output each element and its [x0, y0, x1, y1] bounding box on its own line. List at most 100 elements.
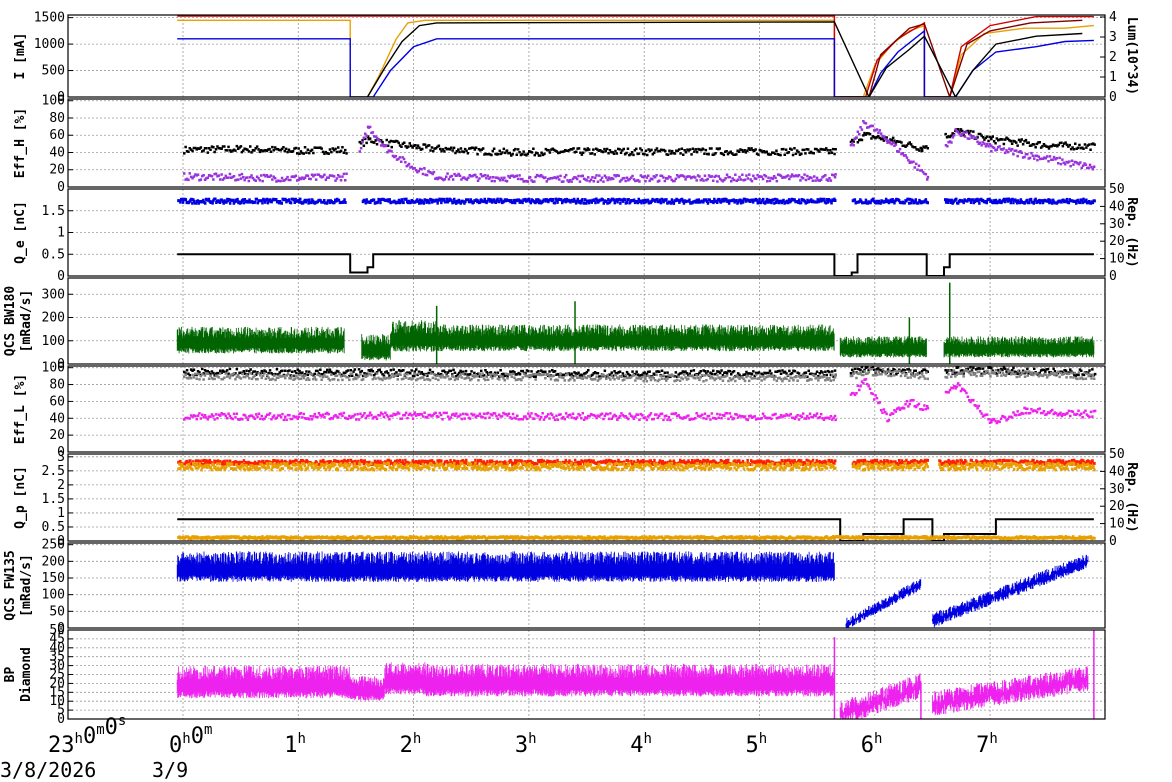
y2-tick-label: 20	[1109, 499, 1125, 514]
panel-2: 0 20 40 60 80 100 Eff_H [%]	[13, 94, 1106, 195]
series-noise-magenta	[349, 676, 385, 701]
y-axis-label-2: Diamond	[19, 647, 34, 702]
y2-tick-label: 0	[1109, 269, 1117, 284]
y-tick-label: 250	[42, 538, 65, 553]
y2-tick-label: 1	[1109, 70, 1117, 85]
x-date-label: 3/8/2026	[0, 758, 96, 782]
y2-tick-label: 30	[1109, 217, 1125, 232]
y-tick-label: 1	[57, 506, 65, 521]
y-tick-label: 80	[49, 111, 65, 126]
x-tick-label: 3h	[515, 731, 537, 758]
panel-frame	[67, 542, 1106, 629]
y-tick-label: 3	[57, 450, 65, 465]
series-noise-green	[943, 336, 1095, 358]
series-line-orange	[177, 19, 1094, 97]
y-tick-label: 0.5	[42, 247, 65, 262]
series-ramp-blue	[845, 579, 922, 628]
y-tick-label: 1	[57, 226, 65, 241]
y2-tick-label: 2	[1109, 50, 1117, 65]
panel-frame	[67, 277, 1106, 365]
y-tick-label: 100	[42, 361, 65, 376]
y-tick-label: 150	[42, 571, 65, 586]
x-tick-label: 7h	[976, 731, 998, 758]
y-tick-label: 30	[49, 659, 65, 674]
panel-data	[176, 630, 1095, 719]
y2-axis-label: Lum(10^34)	[1124, 17, 1139, 95]
y-tick-label: 100	[42, 94, 65, 109]
y-tick-label: 0	[57, 712, 65, 727]
series-scatter-magenta	[183, 378, 1097, 425]
series-ramp-blue	[931, 554, 1089, 628]
y-tick-label: 1000	[34, 37, 65, 52]
y-tick-label: 50	[49, 623, 65, 638]
y-tick-label: 300	[42, 287, 65, 302]
y-tick-label: 20	[49, 428, 65, 443]
y-tick-label: 0	[57, 269, 65, 284]
panel-frame	[67, 629, 1106, 720]
x-tick-label: 6h	[861, 731, 883, 758]
series-band-orange	[851, 461, 929, 472]
y-tick-label: 500	[42, 64, 65, 79]
y2-tick-label: 4	[1109, 10, 1117, 25]
y2-axis-label: Rep. (Hz)	[1124, 462, 1139, 532]
y-tick-label: 5	[57, 703, 65, 718]
series-noise-green	[390, 320, 438, 352]
y-tick-label: 45	[49, 632, 65, 647]
y-tick-label: 25	[49, 668, 65, 683]
y-tick-label: 1.5	[42, 204, 65, 219]
y-tick-label: 60	[49, 394, 65, 409]
y-tick-label: 100	[42, 334, 65, 349]
series-band-blue	[944, 197, 1096, 205]
y-tick-label: 0	[57, 180, 65, 195]
x-tick-label: 1h	[284, 731, 306, 758]
series-line-red	[177, 15, 1094, 97]
y-axis-label: Eff_L [%]	[13, 374, 28, 444]
series-noise-magenta	[176, 665, 351, 699]
y-tick-label: 50	[49, 604, 65, 619]
y-tick-label: 15	[49, 685, 65, 700]
x-tick-label: 23h0m0s	[48, 713, 126, 758]
series-noise-blue	[176, 551, 835, 582]
x-axis: 23h0m0s 0h0m 1h 2h 3h 4h 5h 6h 7h 3/8/2026 3/9	[0, 713, 998, 782]
y-axis-label-2: [mRad/s]	[19, 554, 34, 617]
panel-frame	[67, 14, 1106, 98]
panel-frame	[67, 188, 1106, 277]
y-tick-label: 1500	[34, 11, 65, 26]
y-tick-label: 0	[57, 357, 65, 372]
panel-data	[177, 15, 1094, 97]
y-tick-label: 35	[49, 650, 65, 665]
series-noise-green	[436, 324, 835, 352]
y-tick-label: 40	[49, 145, 65, 160]
panel-data	[183, 366, 1097, 425]
series-noise-green	[839, 336, 927, 358]
series-band-blue	[361, 197, 837, 205]
y2-tick-label: 30	[1109, 482, 1125, 497]
y-tick-label: 10	[49, 694, 65, 709]
panel-data	[177, 458, 1096, 541]
y-axis-label: Q_p [nC]	[13, 466, 28, 529]
y2-axis-label: Rep. (Hz)	[1124, 197, 1139, 267]
panel-frame	[67, 98, 1106, 188]
panel-1: 0 500 1000 1500 0 1 2 3 4 Lum(10^34) I [mA]	[13, 10, 1139, 105]
y2-tick-label: 10	[1109, 517, 1125, 532]
y-tick-label: 60	[49, 128, 65, 143]
series-band-orange	[177, 535, 1096, 541]
panel-data	[176, 551, 1089, 628]
y-tick-label: 0	[57, 445, 65, 460]
x-tick-label: 0h0m	[169, 722, 212, 758]
y2-tick-label: 0	[1109, 90, 1117, 105]
series-line-blue	[177, 29, 1094, 97]
series-noise-magenta	[384, 662, 426, 695]
series-band-blue	[851, 197, 929, 205]
y-tick-label: 200	[42, 311, 65, 326]
y2-tick-label: 0	[1109, 534, 1117, 549]
x-tick-label: 2h	[400, 731, 422, 758]
y-tick-label: 2	[57, 478, 65, 493]
panel-frame	[67, 365, 1106, 453]
y2-tick-label: 50	[1109, 447, 1125, 462]
x-tick-label: 4h	[630, 731, 652, 758]
